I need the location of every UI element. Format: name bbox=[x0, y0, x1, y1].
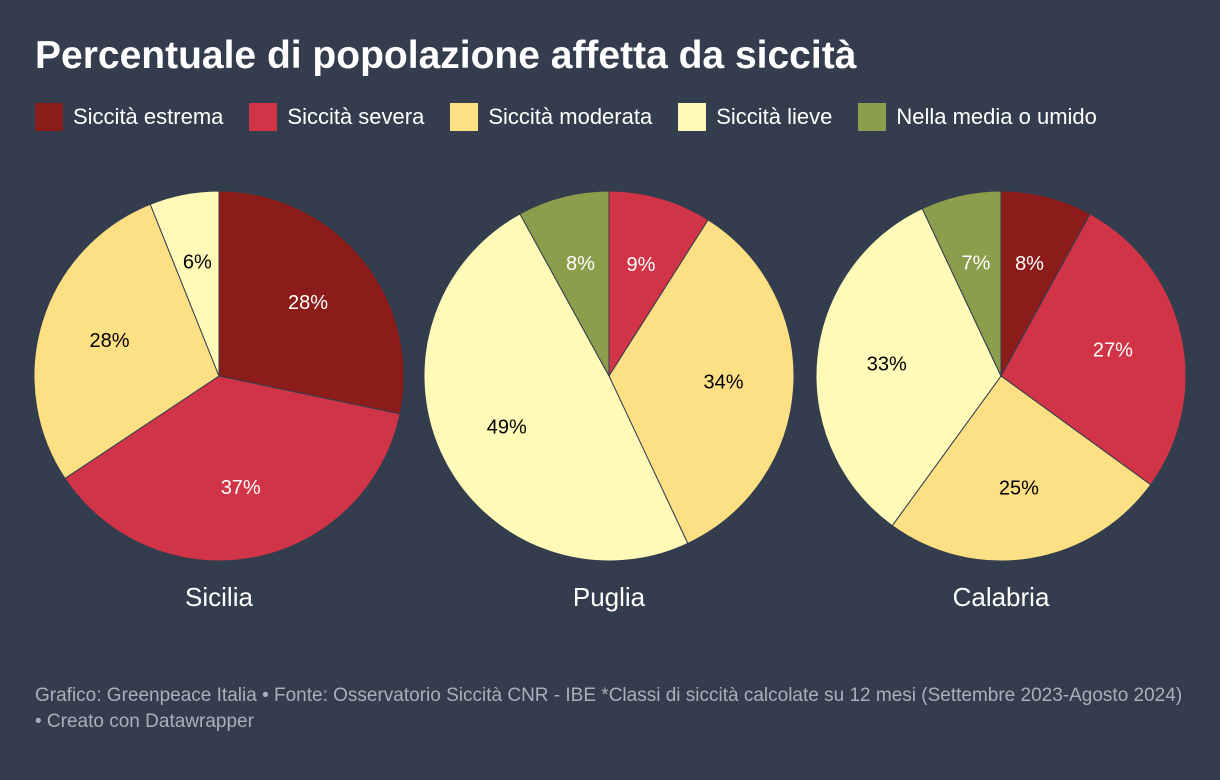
value-label: 7% bbox=[962, 252, 991, 274]
value-label: 33% bbox=[867, 353, 907, 375]
legend-swatch bbox=[35, 103, 63, 131]
value-label: 6% bbox=[183, 252, 212, 274]
legend-item: Nella media o umido bbox=[858, 103, 1097, 131]
value-label: 8% bbox=[566, 253, 595, 275]
legend-item: Siccità severa bbox=[249, 103, 424, 131]
pie-slice bbox=[608, 190, 709, 378]
chart-title: Percentuale di popolazione affetta da si… bbox=[35, 34, 857, 77]
legend: Siccità estrema Siccità severa Siccità mod… bbox=[35, 103, 1097, 131]
legend-label: Nella media o umido bbox=[896, 104, 1097, 129]
value-label: 37% bbox=[221, 477, 261, 499]
pie-title: Calabria bbox=[953, 582, 1050, 612]
footer: Grafico: Greenpeace Italia • Fonte: Osse… bbox=[35, 685, 1183, 732]
legend-label: Siccità moderata bbox=[488, 104, 653, 129]
legend-swatch bbox=[678, 103, 707, 131]
pie-slice bbox=[921, 190, 1002, 377]
legend-item: Siccità estrema bbox=[35, 103, 223, 131]
legend-item: Siccità moderata bbox=[450, 103, 652, 131]
pie-slice bbox=[891, 375, 1152, 562]
pie-slice bbox=[519, 190, 610, 377]
pie-slice bbox=[218, 190, 405, 415]
pie-slice bbox=[423, 213, 689, 562]
pie-title: Sicilia bbox=[185, 582, 253, 612]
legend-swatch bbox=[249, 103, 278, 131]
pie-title: Puglia bbox=[573, 582, 646, 612]
legend-label: Siccità lieve bbox=[716, 104, 833, 129]
value-label: 34% bbox=[703, 371, 743, 393]
legend-item: Siccità lieve bbox=[678, 103, 832, 131]
pie-slice bbox=[33, 203, 220, 480]
value-label: 27% bbox=[1093, 339, 1133, 361]
legend-swatch bbox=[858, 103, 887, 131]
pie-slice bbox=[64, 375, 401, 562]
value-label: 28% bbox=[89, 330, 129, 352]
value-label: 9% bbox=[627, 254, 656, 276]
legend-label: Siccità estrema bbox=[73, 104, 224, 129]
pie-slice bbox=[1000, 213, 1187, 486]
pie-slice bbox=[608, 219, 795, 545]
legend-label: Siccità severa bbox=[287, 104, 425, 129]
value-label: 25% bbox=[999, 478, 1039, 500]
legend-swatch bbox=[450, 103, 479, 131]
value-label: 8% bbox=[1015, 253, 1044, 275]
charts: 28% 37% 28% 6% Sicilia 9% 34% 49% 8% Puglia 8% 27% 2… bbox=[33, 190, 1187, 612]
pie-slice bbox=[1000, 190, 1091, 377]
value-label: 28% bbox=[288, 292, 328, 314]
value-label: 49% bbox=[487, 416, 527, 438]
pie-slice bbox=[815, 207, 1002, 527]
pie-slice bbox=[149, 190, 220, 377]
